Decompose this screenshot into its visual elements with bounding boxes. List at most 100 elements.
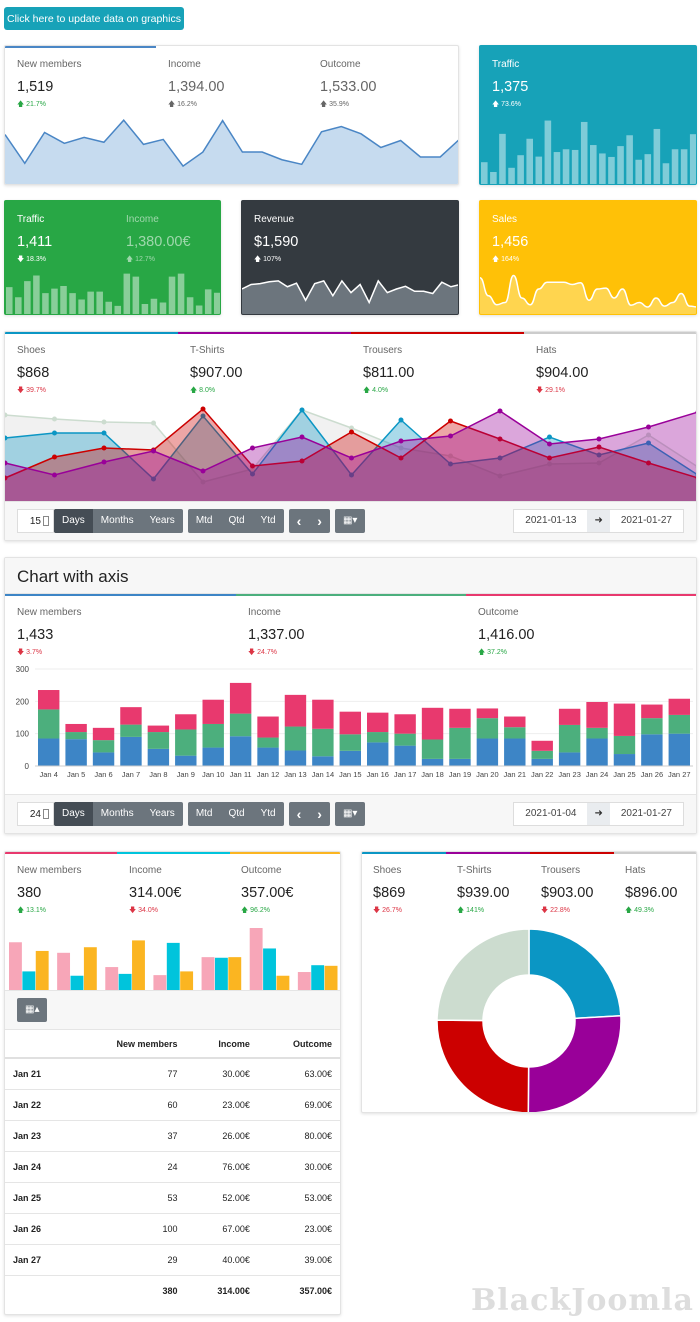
members-line bbox=[5, 119, 458, 168]
bar-new-members bbox=[421, 758, 444, 766]
period-count-input[interactable]: 24 bbox=[17, 802, 54, 826]
date-from-input[interactable]: 2021-01-04 bbox=[525, 808, 577, 819]
stat-value: $903.00 bbox=[541, 885, 594, 901]
update-data-button[interactable]: Click here to update data on graphics bbox=[4, 7, 184, 30]
data-point bbox=[596, 460, 602, 466]
ytd-button[interactable]: Ytd bbox=[260, 515, 276, 526]
slice-trousers bbox=[436, 1019, 530, 1112]
date-from-input[interactable]: 2021-01-13 bbox=[525, 515, 577, 526]
stat-label: Income bbox=[248, 607, 281, 618]
calendar-menu-button[interactable]: ▦▾ bbox=[342, 515, 358, 526]
qtd-button[interactable]: Qtd bbox=[228, 515, 245, 526]
x-tick-label: Jan 10 bbox=[202, 770, 225, 779]
ytd-button[interactable]: Ytd bbox=[260, 808, 276, 819]
revenue-line-chart bbox=[242, 279, 458, 314]
bar bbox=[33, 275, 40, 314]
stat-value: 1,394.00 bbox=[168, 79, 225, 95]
bar-income bbox=[504, 727, 526, 739]
table-cell: 40.00€ bbox=[185, 1243, 258, 1275]
data-point bbox=[299, 407, 305, 413]
stat-label: Hats bbox=[625, 865, 646, 876]
stat-label: Trousers bbox=[363, 345, 403, 356]
stat-delta: 🡇 29.1% bbox=[536, 387, 566, 394]
bar-income bbox=[118, 973, 132, 990]
stat-label: Income bbox=[126, 214, 159, 225]
bar bbox=[213, 292, 220, 314]
date-to-input[interactable]: 2021-01-27 bbox=[620, 808, 672, 819]
bar-new-members bbox=[449, 758, 471, 766]
column-header bbox=[5, 1030, 71, 1059]
calendar-menu-button[interactable]: ▦▴ bbox=[25, 1004, 40, 1015]
stat-delta: 🡇 34.0% bbox=[129, 907, 159, 914]
months-button[interactable]: Months bbox=[100, 808, 134, 819]
arrow-right-icon: ➜ bbox=[587, 510, 610, 532]
bar-income bbox=[147, 732, 170, 749]
period-count-input[interactable]: 15 bbox=[17, 509, 54, 533]
table-cell: 24 bbox=[70, 1150, 186, 1182]
next-period-button[interactable]: › bbox=[317, 513, 322, 529]
bar-income bbox=[92, 740, 115, 753]
stat-new-members: New members 1,519 🡅 21.7% bbox=[17, 59, 81, 111]
data-point bbox=[299, 458, 305, 464]
bar bbox=[87, 291, 94, 314]
table-card: New members 380 🡅 13.1% Income 314.00€ 🡇 34.… bbox=[4, 851, 341, 1315]
mtd-button[interactable]: Mtd bbox=[195, 808, 213, 819]
data-point bbox=[448, 433, 453, 439]
bar-outcome bbox=[613, 703, 636, 736]
calendar-menu-button[interactable]: ▦▾ bbox=[342, 808, 358, 819]
bar-outcome bbox=[35, 950, 49, 990]
x-tick-label: Jan 18 bbox=[421, 770, 444, 779]
bar-income bbox=[202, 723, 224, 748]
months-button[interactable]: Months bbox=[100, 515, 134, 526]
table-row: Jan 23 37 26.00€ 80.00€ bbox=[5, 1119, 340, 1151]
spinner-icon[interactable] bbox=[43, 516, 49, 526]
data-point bbox=[101, 419, 107, 425]
bar-outcome bbox=[38, 690, 60, 710]
stat-label: New members bbox=[17, 607, 82, 618]
spinner-icon[interactable] bbox=[43, 809, 49, 819]
prev-period-button[interactable]: ‹ bbox=[296, 806, 302, 822]
traffic-income-card: Traffic 1,411 🡇 18.3% Income 1,380.00€ 🡅 12.… bbox=[4, 200, 221, 315]
mtd-button[interactable]: Mtd bbox=[195, 515, 213, 526]
bar-outcome bbox=[449, 708, 471, 728]
bar-income bbox=[166, 942, 180, 990]
bar bbox=[517, 155, 524, 184]
data-point bbox=[646, 460, 651, 466]
bar-income bbox=[284, 726, 307, 751]
bar bbox=[51, 288, 58, 314]
bar bbox=[195, 305, 203, 314]
x-tick-label: Jan 22 bbox=[531, 770, 554, 779]
stat-value: 1,337.00 bbox=[248, 627, 305, 643]
table-cell: 77 bbox=[70, 1057, 186, 1089]
bar bbox=[159, 302, 167, 314]
qtd-button[interactable]: Qtd bbox=[228, 808, 245, 819]
bar bbox=[6, 287, 13, 314]
years-button[interactable]: Years bbox=[149, 808, 175, 819]
prev-period-button[interactable]: ‹ bbox=[296, 513, 302, 529]
stat-delta: 🡇 3.7% bbox=[17, 649, 43, 656]
years-button[interactable]: Years bbox=[149, 515, 175, 526]
bar-outcome bbox=[284, 694, 307, 727]
days-button[interactable]: Days bbox=[54, 509, 93, 533]
table-cell: 63.00€ bbox=[257, 1057, 340, 1089]
data-point bbox=[695, 476, 696, 480]
data-point bbox=[250, 463, 255, 469]
x-tick-label: Jan 8 bbox=[149, 770, 167, 779]
table-cell: 52.00€ bbox=[185, 1181, 258, 1213]
date-to-input[interactable]: 2021-01-27 bbox=[620, 515, 672, 526]
bar bbox=[24, 281, 31, 314]
stat-label: T-Shirts bbox=[457, 865, 492, 876]
days-button[interactable]: Days bbox=[54, 802, 93, 826]
next-period-button[interactable]: › bbox=[317, 806, 322, 822]
data-point bbox=[596, 452, 602, 458]
stat-delta: 🡇 24.7% bbox=[248, 649, 278, 656]
stat-label: Income bbox=[129, 865, 162, 876]
bar bbox=[526, 138, 533, 184]
table-cell: Jan 21 bbox=[5, 1057, 71, 1089]
bar-outcome bbox=[147, 725, 170, 733]
x-tick-label: Jan 12 bbox=[257, 770, 280, 779]
data-point bbox=[151, 476, 156, 482]
data-point bbox=[5, 475, 8, 481]
bar bbox=[580, 121, 588, 184]
grouped-bar-chart bbox=[9, 928, 338, 990]
